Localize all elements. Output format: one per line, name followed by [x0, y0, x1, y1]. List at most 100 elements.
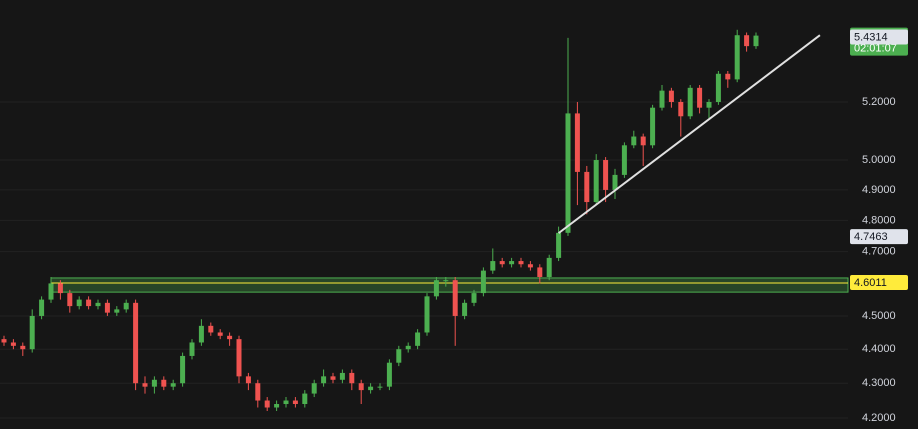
candle-body [668, 90, 674, 102]
candle-body [640, 136, 646, 146]
candle-body [20, 345, 26, 350]
zone [50, 277, 849, 293]
candle-body [471, 293, 477, 303]
candle-body [302, 393, 308, 405]
candle-body [650, 107, 656, 146]
candle-body [86, 299, 92, 307]
y-tick-label: 5.2000 [862, 96, 896, 108]
price-label-box [850, 29, 908, 45]
price-label-box [850, 229, 908, 245]
candle-body [621, 145, 627, 175]
candle-body [415, 332, 421, 346]
candle-body [753, 35, 759, 47]
candle-body [283, 400, 289, 405]
candle-body [603, 160, 609, 190]
candle-body [349, 372, 355, 384]
candle-body [697, 87, 703, 108]
candle-body [565, 113, 571, 233]
candle-body [405, 345, 411, 350]
candle-body [368, 386, 374, 391]
candle-body [29, 315, 35, 350]
candle-body [424, 296, 430, 333]
candle-body [537, 267, 543, 277]
candle-body [123, 302, 129, 310]
candle-body [264, 400, 270, 408]
candle-body [725, 73, 731, 80]
candle-body [95, 302, 101, 307]
y-tick-label: 4.3000 [862, 377, 896, 389]
candle-body [631, 136, 637, 146]
candle-body [330, 376, 336, 380]
candle-body [104, 302, 110, 313]
candle-body [48, 283, 54, 300]
candle-body [687, 87, 693, 117]
y-tick-label: 5.0000 [862, 154, 896, 166]
candle-body [546, 257, 552, 277]
candle-body [189, 342, 195, 356]
candle-body [490, 261, 496, 271]
candle-body [198, 325, 204, 343]
candle-body [574, 113, 580, 172]
price-label: 4.6011 [854, 277, 887, 289]
candle-body [396, 349, 402, 363]
candle-body [339, 372, 345, 380]
candle-body [57, 283, 63, 294]
candle-body [311, 383, 317, 394]
candle-body [593, 160, 599, 203]
candle-body [76, 299, 82, 307]
candle-body [67, 293, 73, 307]
candle-body [659, 90, 665, 108]
candle-body [358, 383, 364, 391]
candle-body [10, 342, 16, 346]
candle-body [1, 339, 7, 343]
y-tick-label: 4.7000 [862, 245, 896, 257]
candle-body [274, 404, 280, 408]
candle-body [527, 264, 533, 268]
candle-body [462, 302, 468, 316]
y-tick-label: 4.4000 [862, 343, 896, 355]
candle-body [443, 280, 449, 282]
candle-body [386, 362, 392, 387]
candle-body [678, 101, 684, 117]
y-tick-label: 4.9000 [862, 184, 896, 196]
candle-body [706, 101, 712, 108]
price-label: 5.4314 [854, 31, 888, 43]
candle-body [151, 379, 157, 387]
candle-body [377, 386, 383, 388]
candle-body [433, 280, 439, 297]
candle-body [452, 280, 458, 316]
candle-body [292, 400, 298, 405]
candle-body [321, 376, 327, 384]
y-tick-label: 4.5000 [862, 310, 896, 322]
candle-body [584, 171, 590, 203]
price-label: 4.7463 [854, 231, 888, 243]
candle-body [161, 379, 167, 387]
candle-body [734, 35, 740, 80]
candle-body [499, 261, 505, 265]
candle-body [133, 302, 139, 384]
y-tick-label: 4.2000 [862, 412, 896, 424]
candle-body [744, 35, 750, 47]
trendline [557, 34, 821, 234]
price-label-box [850, 275, 908, 291]
candle-body [715, 73, 721, 102]
candle-body [245, 376, 251, 384]
candle-body [227, 335, 233, 340]
candle-body [480, 270, 486, 294]
candle-body [509, 261, 515, 265]
candle-body [612, 174, 618, 190]
candle-body [217, 332, 223, 336]
candle-body [518, 261, 524, 265]
candle-body [208, 325, 214, 333]
candle-body [142, 383, 148, 387]
candle-body [236, 339, 242, 377]
candle-body [114, 309, 120, 313]
candle-body [39, 299, 45, 316]
candle-body [170, 383, 176, 387]
candle-body [180, 355, 186, 384]
candle-body [255, 383, 261, 401]
candle-body [556, 232, 562, 258]
y-tick-label: 4.8000 [862, 214, 896, 226]
price-timer: 02:01:07 [854, 43, 897, 55]
